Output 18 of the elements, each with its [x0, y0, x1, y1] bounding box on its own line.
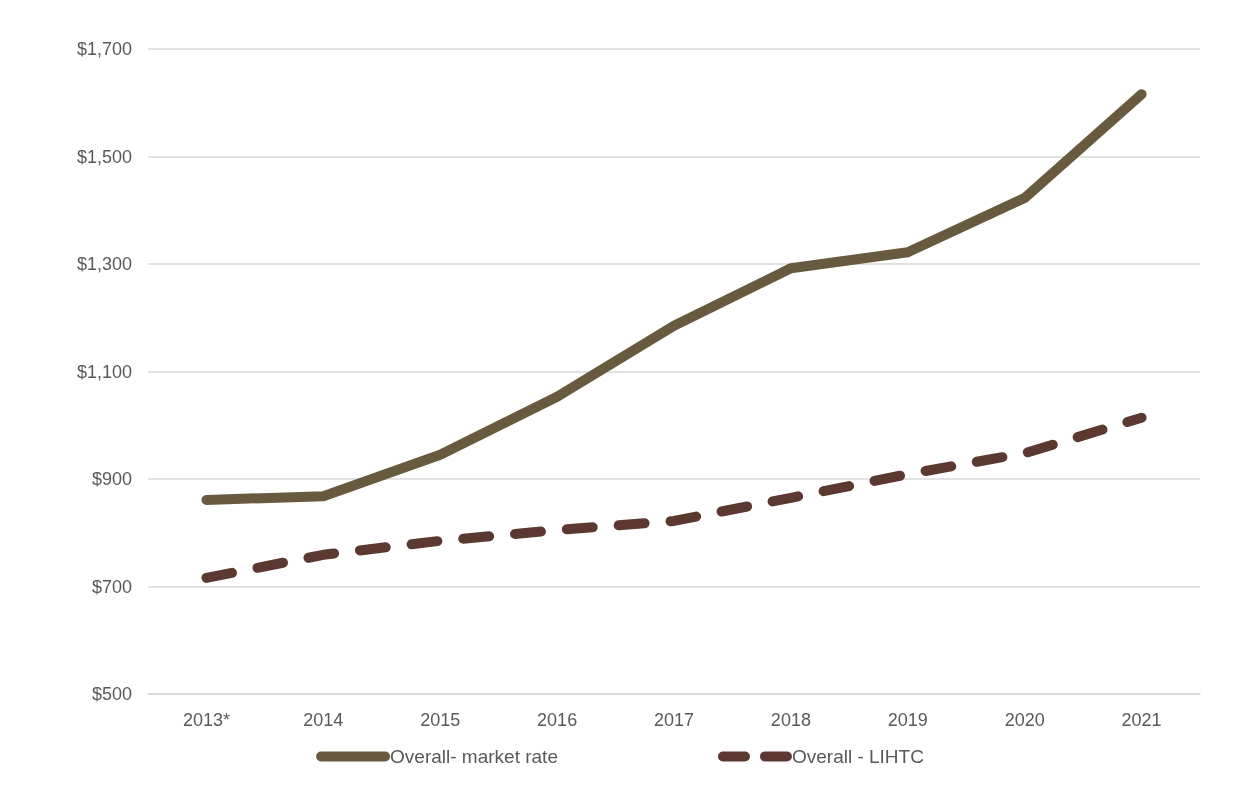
x-tick-label: 2021 — [1121, 710, 1162, 730]
x-tick-label: 2013* — [182, 710, 230, 730]
legend-label: Overall- market rate — [390, 746, 558, 767]
y-tick-label: $500 — [91, 684, 132, 704]
x-tick-label: 2017 — [653, 710, 695, 730]
x-tick-label: 2016 — [537, 710, 578, 730]
x-tick-label: 2018 — [770, 710, 811, 730]
y-tick-label: $1,500 — [76, 146, 132, 167]
x-tick-label: 2014 — [303, 710, 344, 730]
y-tick-label: $1,300 — [76, 254, 132, 274]
y-tick-label: $1,700 — [76, 39, 132, 59]
x-tick-label: 2020 — [1004, 710, 1045, 730]
x-tick-label: 2015 — [420, 710, 461, 730]
y-tick-label: $1,100 — [76, 361, 132, 382]
legend-label: Overall - LIHTC — [791, 746, 924, 767]
y-tick-label: $900 — [91, 469, 132, 489]
x-tick-label: 2019 — [887, 710, 928, 730]
y-tick-label: $700 — [91, 576, 132, 597]
